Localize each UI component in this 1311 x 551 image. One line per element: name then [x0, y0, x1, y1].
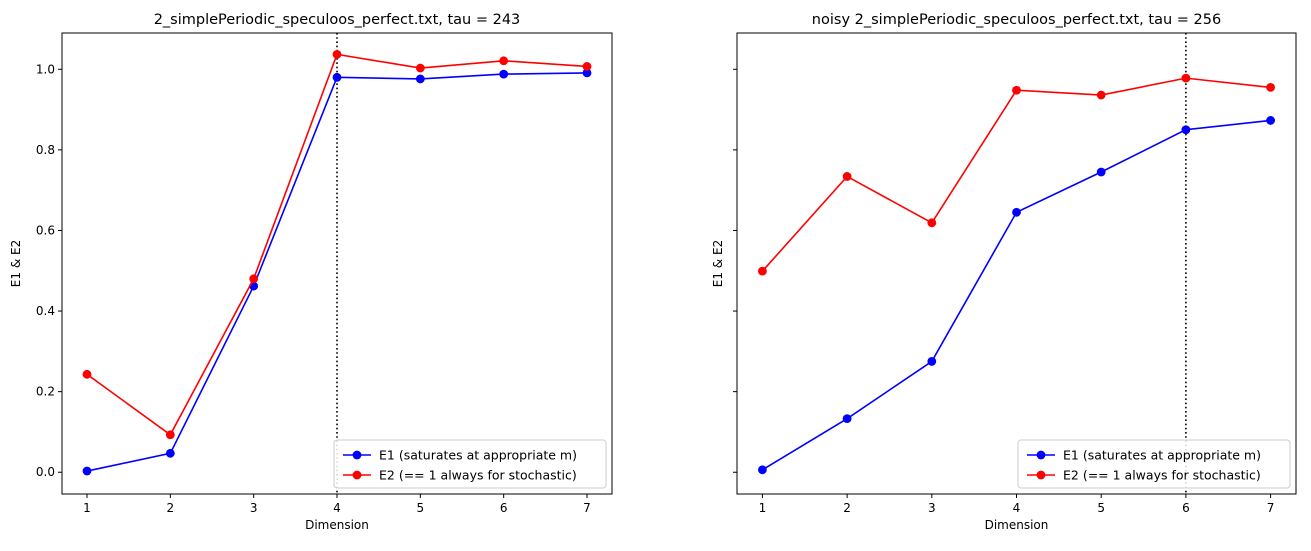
data-point-e2 — [249, 274, 259, 284]
x-tick-label: 7 — [583, 501, 591, 515]
legend-label-e2: E2 (== 1 always for stochastic) — [379, 468, 577, 483]
x-tick-label: 4 — [333, 501, 341, 515]
legend-label-e1: E1 (saturates at appropriate m) — [1063, 448, 1261, 463]
data-point-e2 — [1181, 73, 1191, 83]
chart-title: 2_simplePeriodic_speculoos_perfect.txt, … — [154, 12, 521, 28]
data-point-e1 — [758, 465, 767, 475]
data-point-e1 — [582, 68, 592, 78]
data-point-e1 — [499, 69, 509, 79]
x-tick-label: 5 — [417, 501, 425, 515]
data-point-e2 — [842, 172, 852, 181]
chart-panel-1: 1 2 3 4 5 6 7 0.0 0.2 0.4 0.6 0.8 1.0 2_simplePeriodi… — [9, 12, 613, 532]
data-point-e1 — [842, 414, 852, 424]
y-axis-label: E1 & E2 — [9, 240, 23, 287]
data-point-e1 — [165, 448, 175, 458]
y-tick-label: 0.2 — [36, 385, 55, 399]
chart-title: noisy 2_simplePeriodic_speculoos_perfect… — [812, 12, 1221, 28]
y-tick-label: 0.4 — [36, 304, 55, 318]
x-tick-label: 6 — [500, 501, 508, 515]
legend-box — [1017, 439, 1291, 489]
legend-box — [333, 439, 607, 489]
data-point-e1 — [927, 357, 937, 366]
data-point-e1 — [1181, 125, 1191, 135]
legend: E1 (saturates at appropriate m) E2 (== 1 … — [333, 439, 607, 489]
x-axis-label: Dimension — [305, 518, 369, 532]
y-tick-label: 0.8 — [36, 143, 55, 157]
chart-panel-2: 1 2 3 4 5 6 7 noisy 2_simplePeriodic_speculoos_… — [711, 12, 1297, 532]
x-axis-label: Dimension — [985, 518, 1049, 532]
data-point-e2 — [1096, 90, 1106, 100]
x-tick-label: 5 — [1097, 501, 1105, 515]
data-point-e2 — [82, 369, 92, 379]
legend-marker-e2 — [352, 470, 362, 480]
data-point-e2 — [927, 218, 937, 228]
x-tick-label: 3 — [250, 501, 258, 515]
legend: E1 (saturates at appropriate m) E2 (== 1 … — [1017, 439, 1291, 489]
data-point-e1 — [1266, 116, 1275, 125]
data-point-e1 — [82, 466, 92, 476]
legend-marker-e1 — [1036, 450, 1046, 460]
data-point-e2 — [582, 62, 592, 71]
series-line-e1 — [761, 119, 1271, 471]
data-point-e1 — [415, 74, 425, 84]
x-tick-label: 4 — [1013, 501, 1021, 515]
legend-label-e2: E2 (== 1 always for stochastic) — [1063, 468, 1261, 483]
data-point-e2 — [415, 63, 425, 73]
legend-label-e1: E1 (saturates at appropriate m) — [379, 448, 577, 463]
legend-marker-e2 — [1036, 470, 1046, 480]
x-tick-label: 3 — [928, 501, 936, 515]
y-tick-label: 0.6 — [36, 223, 55, 237]
data-point-e2 — [165, 430, 175, 440]
data-point-e1 — [1096, 167, 1106, 177]
data-point-e1 — [1012, 207, 1021, 217]
series-line-e2 — [761, 77, 1271, 272]
data-point-e2 — [1266, 83, 1275, 92]
legend-marker-e1 — [352, 450, 362, 460]
x-tick-label: 1 — [83, 501, 91, 515]
y-axis-label: E1 & E2 — [711, 240, 725, 287]
data-point-e2 — [758, 266, 767, 276]
x-tick-label: 7 — [1267, 501, 1275, 515]
data-point-e1 — [332, 72, 342, 82]
y-tick-label: 1.0 — [36, 62, 55, 76]
data-point-e2 — [332, 49, 342, 59]
x-tick-label: 6 — [1182, 501, 1190, 515]
x-tick-label: 2 — [167, 501, 175, 515]
y-tick-label: 0.0 — [36, 465, 55, 479]
data-point-e2 — [1012, 85, 1021, 95]
axes-frame — [61, 32, 613, 495]
x-tick-label: 1 — [759, 501, 767, 515]
axes-frame — [736, 32, 1297, 495]
x-tick-label: 2 — [843, 501, 851, 515]
data-point-e2 — [499, 56, 509, 66]
